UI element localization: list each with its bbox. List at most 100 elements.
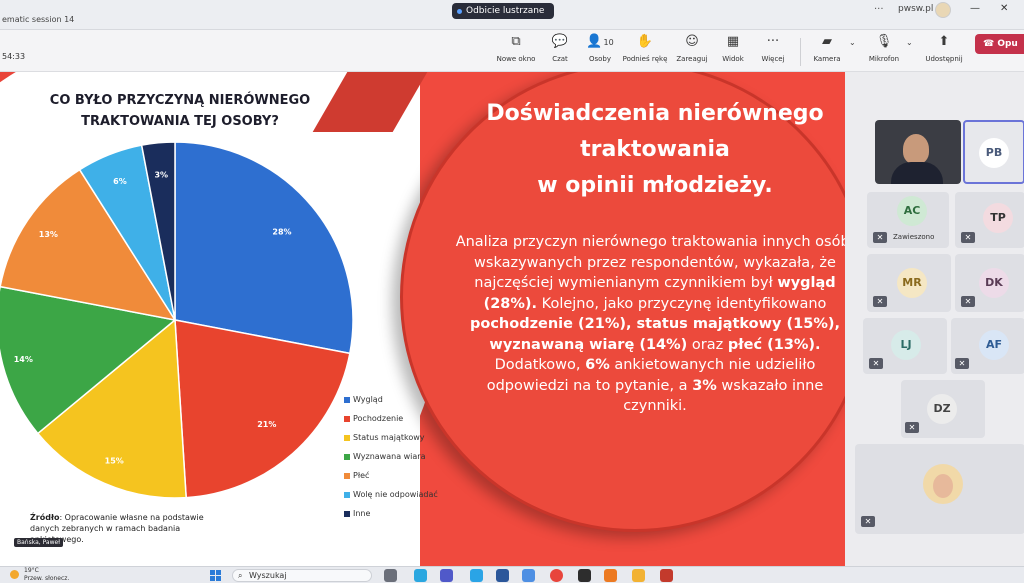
- body-bold-1: wygląd (28%).: [483, 275, 836, 312]
- legend-item: Wygląd: [344, 390, 438, 409]
- participant-status: Zawieszono: [893, 233, 935, 241]
- body-part-1: Analiza przyczyn nierównego traktowania …: [455, 234, 845, 291]
- search-icon: ⌕: [238, 571, 243, 580]
- minimize-icon[interactable]: —: [970, 3, 980, 14]
- camera-button[interactable]: ▰ Kamera: [810, 33, 844, 63]
- chrome-icon[interactable]: [550, 569, 563, 582]
- screen-share-indicator[interactable]: Odbicie lustrzane: [452, 3, 555, 19]
- chart-title-line-2: TRAKTOWANIA TEJ OSOBY?: [81, 114, 279, 129]
- legend-swatch: [344, 434, 350, 441]
- participant-avatar-pb: PB: [979, 138, 1009, 168]
- shared-presentation-slide: CO BYŁO PRZYCZYNĄ NIERÓWNEGO TRAKTOWANIA…: [0, 72, 845, 566]
- participant-tile-dk[interactable]: DK ✕: [955, 254, 1024, 312]
- new-window-button[interactable]: ⧉ Nowe okno: [494, 33, 538, 63]
- file-explorer-icon[interactable]: [632, 569, 645, 582]
- more-options-icon[interactable]: ···: [874, 4, 884, 15]
- chart-legend: Wygląd Pochodzenie Status majątkowy Wyznawa…: [344, 390, 438, 523]
- body-bold-4: 6%: [585, 357, 610, 373]
- task-view-icon[interactable]: [384, 569, 397, 582]
- powerpoint-icon[interactable]: [660, 569, 673, 582]
- pie-chart: 28% 21% 15% 14% 13% 6% 3%: [0, 141, 354, 499]
- people-count: 10: [603, 38, 614, 47]
- word-icon[interactable]: [496, 569, 509, 582]
- view-icon: ▦: [726, 34, 740, 49]
- meeting-toolbar: 54:33 ⧉ Nowe okno 💬 Czat 👤10 Osoby ✋ Pod…: [0, 30, 1024, 72]
- weather-widget[interactable]: 19°C Przew. słonecz.: [24, 567, 69, 583]
- phone-icon: ☎: [983, 39, 998, 49]
- windows-start-icon[interactable]: [210, 570, 221, 581]
- react-label: Zareaguj: [676, 55, 708, 63]
- source-label: Źródło: [30, 513, 60, 522]
- body-bold-3: płeć (13%).: [727, 336, 821, 353]
- legend-item: Inne: [344, 504, 438, 523]
- edge-browser-icon[interactable]: [414, 569, 427, 582]
- body-part-4: Dodatkowo,: [494, 357, 586, 373]
- pie-label-3: 14%: [14, 355, 33, 364]
- legend-item: Wyznawana wiara: [344, 447, 438, 466]
- share-icon: ⬆: [938, 34, 950, 49]
- more-button[interactable]: ··· Więcej: [758, 33, 788, 63]
- mic-chevron-down-icon[interactable]: ⌄: [906, 38, 913, 47]
- app-icon[interactable]: [470, 569, 483, 582]
- leave-button[interactable]: ☎ Opu: [975, 34, 1024, 54]
- weather-temperature: 19°C: [24, 567, 39, 574]
- raise-hand-button[interactable]: ✋ Podnieś rękę: [620, 33, 670, 63]
- teams-icon[interactable]: [440, 569, 453, 582]
- people-button[interactable]: 👤10 Osoby: [582, 33, 618, 63]
- microphone-button[interactable]: 🎙 Mikrofon: [864, 33, 904, 63]
- firefox-icon[interactable]: [604, 569, 617, 582]
- participant-avatar-mr: MR: [897, 268, 927, 298]
- microphone-label: Mikrofon: [868, 55, 900, 63]
- windows-taskbar: 19°C Przew. słonecz. ⌕ Wyszukaj: [0, 566, 1024, 583]
- taskbar-search-box[interactable]: ⌕ Wyszukaj: [232, 569, 372, 582]
- camera-label: Kamera: [813, 55, 841, 63]
- participant-avatar-dz: DZ: [927, 394, 957, 424]
- legend-item: Płeć: [344, 466, 438, 485]
- mic-off-icon: 🎙: [875, 34, 893, 49]
- leave-label: Opu: [997, 39, 1018, 49]
- weather-sun-icon: [10, 570, 19, 579]
- pie-label-0: 28%: [272, 228, 291, 237]
- skype-icon[interactable]: [522, 569, 535, 582]
- participant-tile-ac[interactable]: AC ✕ Zawieszono: [867, 192, 949, 248]
- participant-video-tile[interactable]: [875, 120, 961, 184]
- muted-mic-icon: ✕: [873, 232, 887, 243]
- participant-tile-tp[interactable]: TP ✕: [955, 192, 1024, 248]
- legend-item: Wolę nie odpowiadać: [344, 485, 438, 504]
- legend-item: Status majątkowy: [344, 428, 438, 447]
- react-button[interactable]: ☺ Zareaguj: [674, 33, 710, 63]
- more-icon: ···: [766, 34, 780, 49]
- participant-tile-mr[interactable]: MR ✕: [867, 254, 951, 312]
- view-button[interactable]: ▦ Widok: [718, 33, 748, 63]
- participant-tile-dz[interactable]: DZ ✕: [901, 380, 985, 438]
- share-label: Odbicie lustrzane: [466, 6, 545, 16]
- people-label: Osoby: [588, 55, 612, 63]
- legend-label: Inne: [353, 509, 371, 518]
- new-window-icon: ⧉: [511, 34, 521, 49]
- body-bold-2: pochodzenie (21%), status majątkowy (15%…: [469, 316, 840, 353]
- body-part-2: Kolejno, jako przyczynę identyfikowano: [537, 295, 827, 312]
- share-button[interactable]: ⬆ Udostępnij: [922, 33, 966, 63]
- search-placeholder: Wyszukaj: [249, 571, 287, 580]
- chat-button[interactable]: 💬 Czat: [545, 33, 575, 63]
- muted-mic-icon: ✕: [869, 358, 883, 369]
- legend-swatch: [344, 472, 350, 479]
- slide-red-circle: [400, 72, 845, 532]
- close-icon[interactable]: ✕: [1000, 3, 1009, 14]
- spotify-icon[interactable]: [578, 569, 591, 582]
- participant-shoulders: [891, 162, 943, 184]
- pie-slice-0: [174, 141, 354, 355]
- legend-swatch: [344, 491, 350, 498]
- more-label: Więcej: [761, 55, 785, 63]
- camera-chevron-down-icon[interactable]: ⌄: [849, 38, 856, 47]
- muted-mic-icon: ✕: [961, 232, 975, 243]
- participant-tile-photo[interactable]: ✕: [855, 444, 1024, 534]
- participant-face: [903, 134, 929, 164]
- pie-label-6: 3%: [154, 171, 168, 180]
- participant-tile-lj[interactable]: LJ ✕: [863, 318, 947, 374]
- user-avatar[interactable]: [935, 2, 951, 18]
- pie-slice-1: [174, 319, 351, 499]
- participant-tile-pb[interactable]: PB: [963, 120, 1024, 184]
- people-icon-wrap: 👤10: [582, 33, 618, 51]
- participant-tile-af[interactable]: AF ✕: [951, 318, 1024, 374]
